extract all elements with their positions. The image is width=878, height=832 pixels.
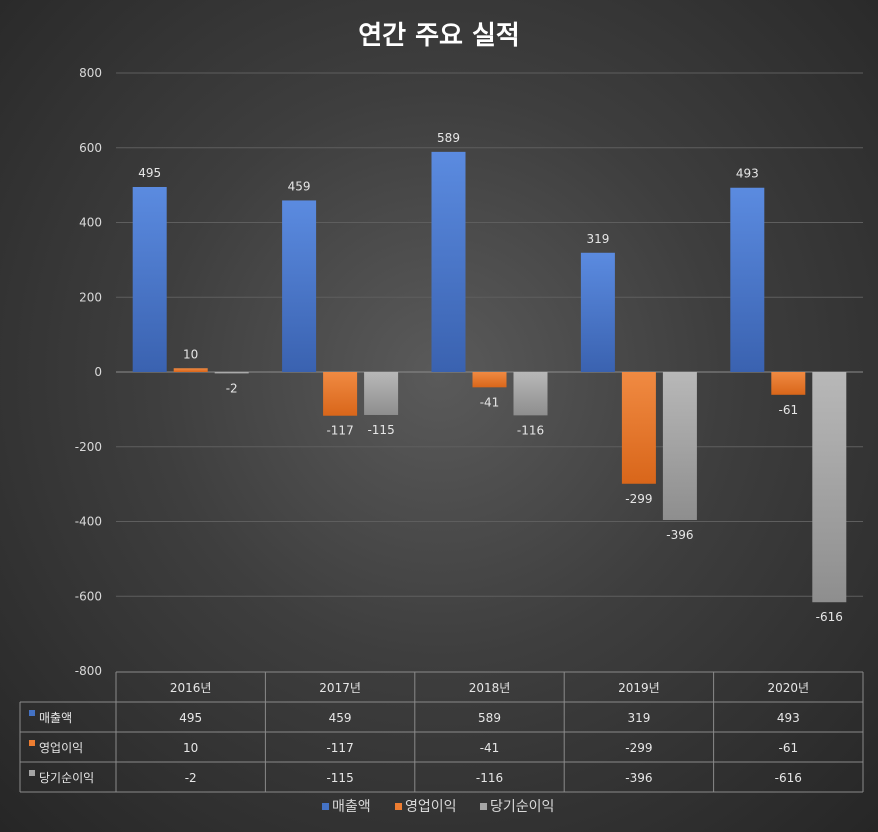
bar-당기순이익-2018년 — [513, 372, 548, 416]
bar-매출액-2017년 — [282, 200, 317, 372]
bar-당기순이익-2017년 — [364, 372, 399, 415]
bar-매출액-2019년 — [580, 252, 615, 372]
data-label: 10 — [183, 347, 198, 361]
data-label: -396 — [666, 528, 693, 542]
chart-title: 연간 주요 실적 — [358, 21, 520, 51]
bar-영업이익-2019년 — [621, 372, 656, 484]
data-label: -41 — [480, 395, 500, 409]
table-cell: -115 — [326, 771, 353, 785]
table-cell: -616 — [775, 771, 802, 785]
legend: 매출액 영업이익 당기순이익 — [322, 799, 554, 815]
bar-영업이익-2017년 — [323, 372, 358, 416]
bar-매출액-2020년 — [730, 187, 765, 372]
table-header-cell: 2016년 — [170, 681, 212, 695]
data-label: -61 — [778, 403, 798, 417]
table-cell: -61 — [778, 741, 798, 755]
y-tick-label: 800 — [79, 66, 102, 80]
y-tick-label: -400 — [75, 515, 102, 529]
data-label: -299 — [625, 492, 652, 506]
legend-key — [480, 803, 487, 810]
data-label: -2 — [226, 382, 238, 396]
table-row-label: 영업이익 — [39, 741, 83, 755]
bar-당기순이익-2016년 — [214, 372, 249, 374]
table-cell: -116 — [476, 771, 503, 785]
data-label: 459 — [288, 179, 311, 193]
legend-key — [322, 803, 329, 810]
table-cell: 493 — [777, 711, 800, 725]
legend-label: 매출액 — [332, 799, 371, 815]
data-labels: 495 10 -2 459 -117 -115 589 -41 -116 319 -299 -396 4… — [138, 131, 843, 624]
data-label: -117 — [326, 424, 353, 438]
bar-영업이익-2018년 — [472, 372, 507, 388]
y-tick-label: 600 — [79, 141, 102, 155]
table-cell: 319 — [627, 711, 650, 725]
y-tick-label: -200 — [75, 440, 102, 454]
legend-label: 영업이익 — [405, 799, 457, 815]
data-label: 589 — [437, 131, 460, 145]
bar-매출액-2018년 — [431, 151, 466, 372]
y-tick-label: 400 — [79, 216, 102, 230]
y-tick-label: 200 — [79, 290, 102, 304]
table-cell: -299 — [625, 741, 652, 755]
table-cell: 495 — [179, 711, 202, 725]
table-row-label: 매출액 — [39, 711, 72, 725]
data-label: -616 — [816, 610, 843, 624]
table-cell: 589 — [478, 711, 501, 725]
bars — [132, 151, 847, 603]
y-tick-label: -800 — [75, 664, 102, 678]
table-cell: -41 — [480, 741, 500, 755]
table-cell: -117 — [326, 741, 353, 755]
legend-key — [395, 803, 402, 810]
y-axis: 800 600 400 200 0 -200 -400 -600 -800 — [75, 66, 102, 678]
table-header-cell: 2019년 — [618, 681, 660, 695]
table-header-cell: 2020년 — [768, 681, 810, 695]
table-cell: -2 — [185, 771, 197, 785]
table-cell: 459 — [329, 711, 352, 725]
bar-당기순이익-2020년 — [812, 372, 847, 603]
bar-영업이익-2016년 — [173, 368, 208, 372]
table-cell: 10 — [183, 741, 198, 755]
table-header-cell: 2017년 — [319, 681, 361, 695]
table-legend-key — [29, 710, 35, 716]
bar-영업이익-2020년 — [771, 372, 806, 395]
table-header-cell: 2018년 — [469, 681, 511, 695]
data-label: -116 — [517, 423, 544, 437]
bar-당기순이익-2019년 — [662, 372, 697, 521]
table-legend-key — [29, 740, 35, 746]
table-cell: -396 — [625, 771, 652, 785]
data-label: -115 — [367, 423, 394, 437]
table-row-label: 당기순이익 — [39, 771, 94, 785]
y-tick-label: -600 — [75, 589, 102, 603]
data-label: 493 — [736, 167, 759, 181]
legend-label: 당기순이익 — [490, 799, 554, 815]
bar-매출액-2016년 — [132, 186, 167, 372]
data-label: 495 — [138, 166, 161, 180]
data-label: 319 — [586, 232, 609, 246]
table-legend-key — [29, 770, 35, 776]
y-tick-label: 0 — [94, 365, 102, 379]
